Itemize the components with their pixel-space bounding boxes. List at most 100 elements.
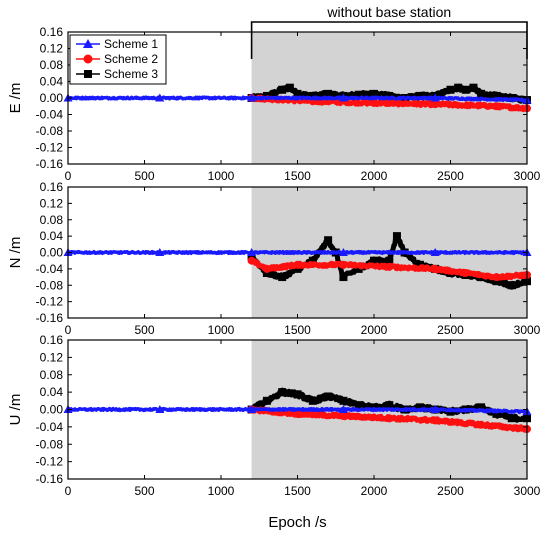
y-tick-label: 0.00 [40,246,64,260]
y-tick-label: 0.08 [40,213,64,227]
y-tick-label: -0.12 [36,455,64,469]
x-tick-label: 2500 [437,323,464,337]
x-tick-label: 1500 [284,484,311,498]
y-tick-label: -0.16 [36,472,64,486]
x-tick-label: 1500 [284,323,311,337]
data-point-scheme-1 [430,405,440,413]
data-point-scheme-3 [415,91,424,100]
data-point-scheme-3 [477,403,486,412]
x-tick-label: 2500 [437,169,464,183]
y-tick-label: 0.12 [40,42,64,56]
data-point-scheme-3 [492,409,501,418]
data-point-scheme-1 [338,93,348,102]
series-line-scheme-1 [66,249,529,256]
data-point-scheme-3 [339,396,348,405]
y-tick-label: 0.00 [40,91,64,105]
data-point-scheme-3 [385,401,394,410]
y-axis-title: U /m [7,394,24,426]
data-point-scheme-2 [492,273,501,282]
data-point-scheme-3 [415,403,424,412]
data-point-scheme-3 [308,396,317,405]
data-point-scheme-1 [247,248,257,256]
y-tick-label: 0.04 [40,229,64,243]
y-tick-label: -0.08 [36,124,64,138]
data-point-scheme-1 [247,93,257,102]
square-marker-icon [84,70,92,78]
data-point-scheme-2 [431,100,440,109]
y-axis-title: E /m [7,83,24,114]
x-tick-label: 2500 [437,484,464,498]
data-point-scheme-2 [339,412,348,421]
data-point-scheme-3 [507,414,516,423]
data-point-scheme-2 [385,262,394,271]
data-point-scheme-1 [247,405,257,413]
data-point-scheme-3 [354,264,363,273]
data-point-scheme-3 [293,89,302,98]
data-point-scheme-2 [492,102,501,111]
data-point-scheme-3 [278,273,287,282]
data-point-scheme-3 [370,256,378,265]
y-tick-label: 0.08 [40,58,64,72]
series-scheme-2 [247,405,531,434]
panel-1: 0.16 0.12 0.08 0.04 0.00 -0.04 -0.08 -0.12 -0.16… [7,25,541,183]
series-scheme-1 [63,405,532,416]
y-tick-label: 0.08 [40,368,64,382]
series-scheme-2 [247,256,531,282]
data-point-scheme-3 [454,83,463,92]
y-tick-label: -0.08 [36,437,64,451]
data-point-scheme-3 [324,236,333,245]
triangle-marker-icon [83,39,93,48]
data-point-scheme-1 [155,405,165,413]
y-tick-label: -0.04 [36,108,64,122]
data-point-scheme-2 [370,98,378,107]
data-point-scheme-3 [247,252,256,261]
series-line-scheme-1 [66,406,528,415]
data-point-scheme-3 [354,90,363,99]
legend-entry-label: Scheme 2 [104,52,158,66]
y-tick-label: -0.12 [36,141,64,155]
annotation-label: without base station [326,4,451,20]
annotation-bracket [250,21,528,59]
x-tick-label: 0 [65,169,72,183]
data-point-scheme-2 [431,416,440,425]
series-scheme-1 [63,93,532,104]
x-tick-label: 500 [134,484,154,498]
data-point-scheme-2 [461,268,470,277]
data-point-scheme-3 [385,91,394,100]
x-tick-label: 3000 [514,484,541,498]
data-point-scheme-1 [430,248,440,256]
y-tick-label: -0.04 [36,420,64,434]
data-point-scheme-3 [370,89,378,98]
series-line-scheme-1 [66,95,529,103]
data-point-scheme-3 [324,392,333,401]
data-point-scheme-2 [477,420,486,429]
x-tick-label: 1000 [208,169,235,183]
data-point-scheme-2 [293,409,302,418]
data-point-scheme-2 [339,260,348,269]
data-point-scheme-1 [338,405,348,413]
x-axis-title: Epoch /s [268,514,326,531]
data-point-scheme-3 [446,85,455,94]
y-tick-label: -0.08 [36,278,64,292]
y-tick-label: 0.16 [40,180,64,194]
legend-entry-label: Scheme 3 [104,67,158,81]
annotation: without base station [250,4,528,59]
data-point-scheme-1 [155,93,165,102]
y-tick-label: -0.16 [36,157,64,171]
data-point-scheme-3 [461,85,470,94]
data-point-scheme-3 [278,85,287,94]
x-tick-label: 500 [134,323,154,337]
x-tick-label: 2000 [361,169,388,183]
y-tick-label: 0.00 [40,403,64,417]
x-tick-label: 500 [134,169,154,183]
data-point-scheme-3 [293,390,302,399]
y-tick-label: 0.04 [40,75,64,89]
data-point-scheme-3 [262,396,271,405]
data-point-scheme-3 [324,89,333,98]
x-tick-label: 3000 [514,323,541,337]
x-tick-label: 3000 [514,169,541,183]
data-point-scheme-3 [262,268,271,277]
data-point-scheme-3 [278,388,287,397]
circle-marker-icon [83,54,93,64]
data-point-scheme-3 [293,264,302,273]
